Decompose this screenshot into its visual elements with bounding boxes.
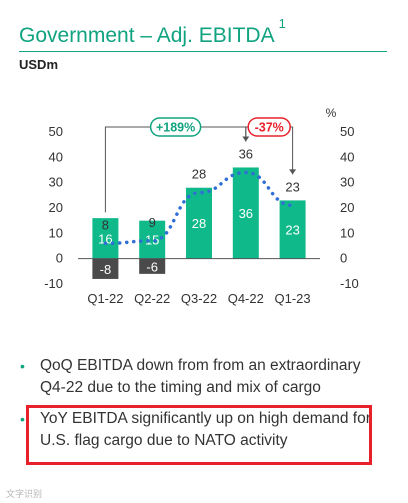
total-value-label: 9: [149, 215, 156, 230]
annotation-text: -37%: [255, 121, 284, 135]
bullet-qoq: QoQ EBITDA down from from an extraordina…: [20, 355, 390, 399]
bullet-list: QoQ EBITDA down from from an extraordina…: [20, 355, 390, 452]
bar-negative: [139, 258, 166, 274]
unit-label: USDm: [19, 57, 59, 72]
left-axis-tick: 30: [49, 175, 63, 190]
left-axis-tick: 20: [49, 200, 63, 215]
watermark: 文字识别: [6, 489, 43, 499]
category-label: Q1-22: [87, 291, 123, 306]
annotation-pill: [149, 117, 202, 137]
page-title: Government – Adj. EBITDA1: [19, 16, 286, 48]
annotation-text: +189%: [156, 121, 195, 135]
bar-positive: [186, 187, 212, 259]
bar-negative: [92, 258, 119, 279]
left-axis-tick: 0: [56, 251, 63, 266]
left-axis-tick: -10: [44, 276, 63, 291]
bar-value-label: 16: [98, 231, 112, 246]
bar-value-label: 28: [192, 216, 206, 231]
right-axis-unit: %: [326, 106, 337, 120]
right-axis-tick: 10: [340, 225, 354, 240]
title-footnote: 1: [278, 16, 286, 31]
right-axis-tick: -10: [340, 276, 359, 291]
right-axis-tick: 50: [340, 124, 354, 139]
bar-negative-label: -6: [146, 259, 158, 274]
annotation-bracket: [104, 126, 247, 213]
right-axis-tick: 30: [340, 175, 354, 190]
category-label: Q3-22: [181, 291, 217, 306]
left-axis-tick: 40: [49, 149, 63, 164]
annotation-arrowhead: [289, 169, 297, 175]
highlight-box: [26, 405, 372, 465]
bar-positive: [232, 167, 259, 259]
bar-positive: [139, 220, 166, 259]
annotation-pill: [247, 117, 291, 137]
total-value-label: 23: [285, 179, 299, 194]
left-axis-tick: 10: [49, 225, 63, 240]
bar-negative-label: -8: [100, 262, 112, 277]
total-value-label: 28: [192, 167, 206, 182]
bar-positive: [92, 218, 119, 259]
bar-positive: [279, 200, 306, 259]
title-underline: [19, 51, 387, 52]
category-label: Q1-23: [275, 291, 311, 306]
title-text: Government – Adj. EBITDA: [19, 24, 275, 47]
total-dotted-line: [103, 170, 295, 246]
right-axis-tick: 0: [340, 251, 347, 266]
bullet-yoy: YoY EBITDA significantly up on high dema…: [20, 408, 390, 452]
right-axis-tick: 20: [340, 200, 354, 215]
bar-value-label: 15: [145, 233, 159, 248]
total-value-label: 36: [239, 146, 253, 161]
bar-value-label: 36: [239, 206, 253, 221]
category-label: Q2-22: [134, 291, 170, 306]
category-label: Q4-22: [228, 291, 264, 306]
total-value-label: 8: [102, 217, 109, 232]
right-axis-tick: 40: [340, 149, 354, 164]
left-axis-tick: 50: [49, 124, 63, 139]
bar-value-label: 23: [285, 223, 299, 238]
